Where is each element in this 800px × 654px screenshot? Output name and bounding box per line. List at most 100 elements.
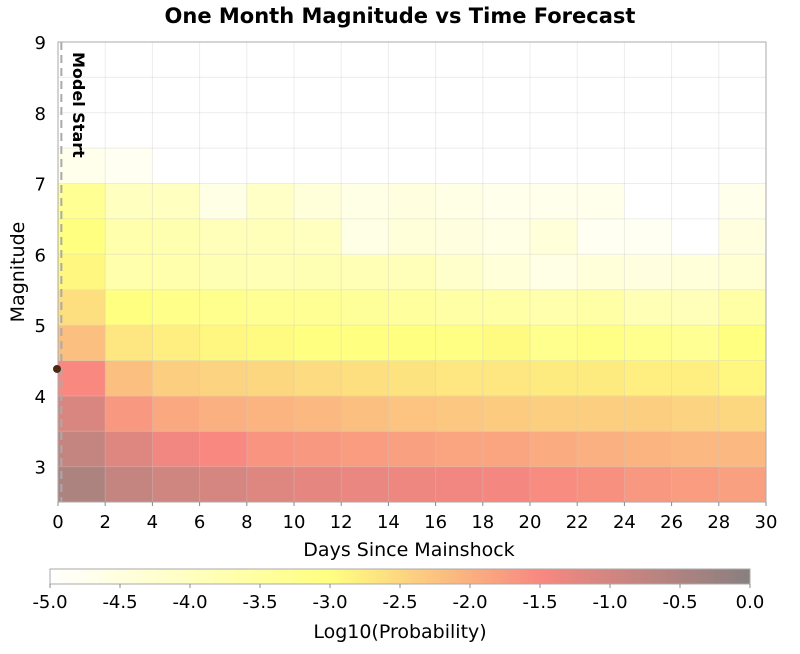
heatmap-cell	[530, 289, 578, 326]
heatmap-cell	[152, 218, 201, 255]
colorbar-tick-label: -4.0	[172, 592, 207, 613]
x-tick-label: 16	[424, 512, 447, 533]
heatmap-cell	[671, 325, 720, 361]
heatmap-cell	[530, 218, 578, 255]
colorbar-tick-label: -2.0	[452, 592, 487, 613]
heatmap-cell	[718, 466, 767, 503]
heatmap-cell	[435, 218, 484, 255]
heatmap-cell	[58, 218, 106, 255]
heatmap-cell	[435, 466, 484, 503]
heatmap-cell	[435, 360, 484, 397]
colorbar-tick-label: -0.5	[662, 592, 697, 613]
y-tick-label: 3	[35, 458, 46, 479]
heatmap-cell	[246, 325, 295, 361]
heatmap-cell	[624, 254, 673, 291]
heatmap-cell	[199, 466, 248, 503]
colorbar-tick-label: -3.0	[312, 592, 347, 613]
heatmap-cell	[294, 218, 342, 255]
heatmap-cell	[718, 183, 767, 220]
heatmap-cell	[671, 218, 720, 255]
heatmap-cell	[388, 218, 437, 255]
x-tick-label: 2	[99, 512, 110, 533]
heatmap-cell	[530, 148, 578, 185]
heatmap-cell	[482, 360, 531, 397]
heatmap-cell	[152, 289, 201, 326]
heatmap-cell	[152, 395, 201, 432]
heatmap-cell	[482, 289, 531, 326]
heatmap-cell	[246, 289, 295, 326]
heatmap-cell	[294, 183, 342, 220]
heatmap-cell	[671, 395, 720, 432]
heatmap-cell	[530, 395, 578, 432]
heatmap-cell	[577, 466, 625, 503]
heatmap-cell	[199, 360, 248, 397]
heatmap-cell	[246, 395, 295, 432]
x-tick-label: 4	[147, 512, 158, 533]
heatmap-cell	[294, 148, 342, 185]
heatmap-cell	[624, 148, 673, 185]
mainshock-marker	[53, 364, 61, 373]
heatmap-cell	[105, 395, 153, 432]
heatmap-cell	[246, 466, 295, 503]
heatmap-cell	[530, 360, 578, 397]
heatmap-cell	[671, 360, 720, 397]
heatmap-cell	[577, 325, 625, 361]
heatmap-cell	[530, 431, 578, 468]
heatmap-cell	[341, 289, 389, 326]
heatmap-cell	[577, 431, 625, 468]
heatmap-cell	[294, 254, 342, 291]
heatmap-cell	[341, 431, 389, 468]
heatmap-cell	[58, 325, 106, 361]
heatmap-cell	[105, 148, 153, 185]
heatmap-cells	[58, 148, 767, 503]
heatmap-cell	[58, 289, 106, 326]
colorbar-tick-label: -4.5	[102, 592, 137, 613]
x-axis-ticks: 0 2 4 6 8 10 12 14 16 18 20 22 24 26 28 30	[52, 502, 777, 533]
heatmap-cell	[58, 395, 106, 432]
heatmap-cell	[199, 431, 248, 468]
chart-title: One Month Magnitude vs Time Forecast	[165, 4, 636, 28]
heatmap-cell	[530, 254, 578, 291]
heatmap-cell	[671, 148, 720, 185]
heatmap-cell	[624, 360, 673, 397]
heatmap-cell	[482, 431, 531, 468]
heatmap-cell	[388, 325, 437, 361]
heatmap-cell	[294, 395, 342, 432]
heatmap-cell	[294, 360, 342, 397]
heatmap-cell	[246, 183, 295, 220]
x-tick-label: 12	[330, 512, 353, 533]
grid-lines	[58, 42, 766, 502]
heatmap-cell	[341, 148, 389, 185]
x-tick-label: 30	[755, 512, 778, 533]
heatmap-cell	[577, 360, 625, 397]
heatmap-cell	[388, 254, 437, 291]
heatmap-cell	[388, 395, 437, 432]
heatmap-cell	[152, 466, 201, 503]
heatmap-cell	[718, 218, 767, 255]
heatmap-cell	[105, 289, 153, 326]
heatmap-cell	[718, 289, 767, 326]
heatmap-cell	[341, 360, 389, 397]
y-tick-label: 4	[35, 387, 46, 408]
heatmap-cell	[577, 395, 625, 432]
heatmap-cell	[246, 148, 295, 185]
heatmap-cell	[530, 183, 578, 220]
heatmap-cell	[671, 183, 720, 220]
heatmap-cell	[246, 431, 295, 468]
heatmap-cell	[435, 254, 484, 291]
heatmap-cell	[718, 254, 767, 291]
heatmap-cell	[671, 254, 720, 291]
heatmap-cell	[388, 183, 437, 220]
heatmap-cell	[341, 254, 389, 291]
heatmap-cell	[105, 183, 153, 220]
model-start-label: Model Start	[69, 52, 88, 158]
colorbar-ticks: -5.0 -4.5 -4.0 -3.5 -3.0 -2.5 -2.0 -1.5 -1.0 -0.5…	[32, 584, 764, 613]
heatmap-cell	[482, 148, 531, 185]
y-tick-label: 8	[35, 104, 46, 125]
heatmap-cell	[388, 466, 437, 503]
heatmap-cell	[105, 254, 153, 291]
x-tick-label: 26	[660, 512, 683, 533]
heatmap-cell	[152, 148, 201, 185]
x-tick-label: 18	[471, 512, 494, 533]
heatmap-cell	[152, 325, 201, 361]
